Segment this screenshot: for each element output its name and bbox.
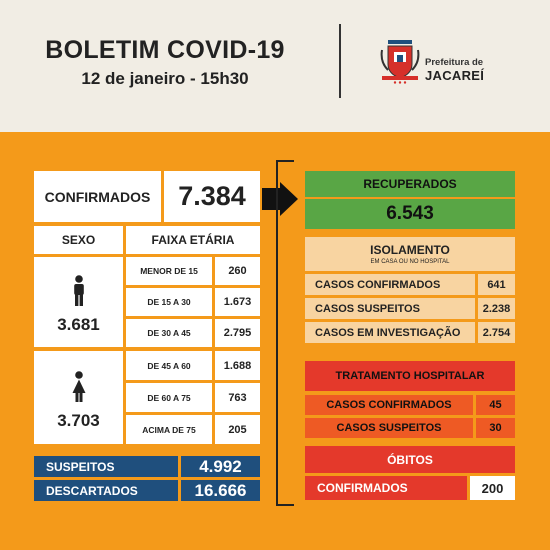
header: [0, 0, 550, 132]
arrow-right-icon: [262, 182, 298, 216]
male-total: 3.681: [57, 315, 100, 334]
male-block: 3.681: [34, 257, 123, 347]
discarded-value: 16.666: [181, 480, 260, 501]
age-label: DE 45 A 60: [126, 351, 212, 380]
age-label: DE 60 A 75: [126, 383, 212, 412]
age-label: MENOR DE 15: [126, 257, 212, 285]
isolation-row-value: 2.238: [478, 298, 515, 319]
deaths-value: 200: [470, 476, 515, 500]
isolation-title: ISOLAMENTO: [370, 243, 450, 257]
bracket-line: [276, 160, 294, 506]
isolation-row-value: 2.754: [478, 322, 515, 343]
page-date: 12 de janeiro - 15h30: [81, 69, 249, 88]
female-person-icon: [71, 370, 87, 403]
isolation-row-value: 641: [478, 274, 515, 295]
age-value: 2.795: [215, 319, 260, 347]
org-name-line2: JACAREÍ: [425, 68, 485, 83]
isolation-header: ISOLAMENTO EM CASA OU NO HOSPITAL: [305, 237, 515, 271]
age-label: ACIMA DE 75: [126, 415, 212, 444]
age-value: 1.673: [215, 288, 260, 316]
sex-header: SEXO: [34, 226, 123, 254]
confirmed-label: CONFIRMADOS: [34, 171, 161, 222]
female-total: 3.703: [57, 410, 100, 430]
suspects-label: SUSPEITOS: [34, 456, 178, 477]
deaths-title: ÓBITOS: [305, 446, 515, 473]
female-block: 3.703: [34, 351, 123, 444]
isolation-subtitle: EM CASA OU NO HOSPITAL: [370, 259, 450, 265]
male-person-icon: [72, 275, 86, 307]
hospital-row-value: 30: [476, 418, 515, 438]
hospital-row-label: CASOS SUSPEITOS: [305, 418, 473, 438]
confirmed-value: 7.384: [164, 171, 260, 222]
isolation-row-label: CASOS SUSPEITOS: [305, 298, 475, 319]
recovered-label: RECUPERADOS: [305, 171, 515, 197]
crest-icon: [380, 36, 420, 84]
age-header: FAIXA ETÁRIA: [126, 226, 260, 254]
isolation-row-label: CASOS CONFIRMADOS: [305, 274, 475, 295]
deaths-label: CONFIRMADOS: [305, 476, 467, 500]
age-value: 763: [215, 383, 260, 412]
recovered-value: 6.543: [305, 199, 515, 229]
age-value: 1.688: [215, 351, 260, 380]
suspects-value: 4.992: [181, 456, 260, 477]
age-value: 205: [215, 415, 260, 444]
isolation-row-label: CASOS EM INVESTIGAÇÃO: [305, 322, 475, 343]
discarded-label: DESCARTADOS: [34, 480, 178, 501]
hospital-row-label: CASOS CONFIRMADOS: [305, 395, 473, 415]
age-label: DE 15 A 30: [126, 288, 212, 316]
hospital-row-value: 45: [476, 395, 515, 415]
age-value: 260: [215, 257, 260, 285]
age-label: DE 30 A 45: [126, 319, 212, 347]
header-divider: [339, 24, 341, 98]
page-title: BOLETIM COVID-19: [45, 36, 285, 64]
org-name-line1: Prefeitura de: [425, 57, 484, 68]
hospital-title: TRATAMENTO HOSPITALAR: [305, 361, 515, 391]
